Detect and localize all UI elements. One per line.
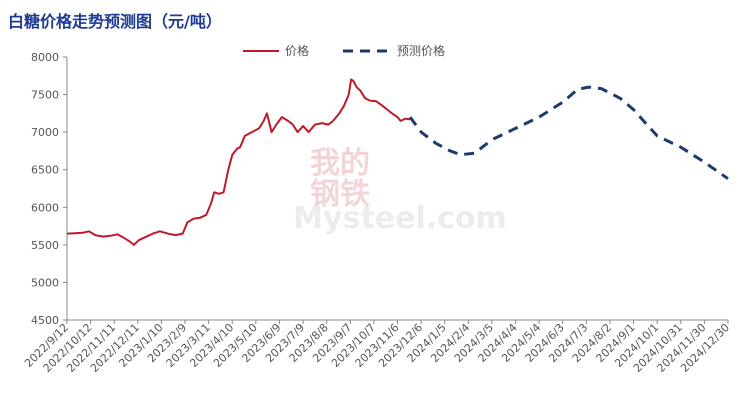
y-axis-ticks: 4500 5000 5500 6000 6500 7000 7500 8000 xyxy=(31,51,67,327)
legend-label-price: 价格 xyxy=(285,43,309,58)
y-tick-label: 7500 xyxy=(31,89,59,102)
legend: 价格 预测价格 xyxy=(243,43,445,58)
y-tick-label: 6500 xyxy=(31,164,59,177)
watermark-cn-top: 我的 xyxy=(310,146,370,181)
y-tick-label: 7000 xyxy=(31,126,59,139)
watermark-cn-bottom: 钢铁 xyxy=(310,177,370,212)
y-tick-label: 5500 xyxy=(31,239,59,252)
x-axis-ticks: 2022/9/122022/10/122022/11/112022/12/112… xyxy=(22,320,732,375)
price-line xyxy=(66,78,411,246)
watermark-brand-en: Mysteel.com xyxy=(293,201,507,236)
series-layer xyxy=(66,78,729,246)
y-tick-label: 8000 xyxy=(31,51,59,64)
legend-label-forecast: 预测价格 xyxy=(397,43,445,58)
y-tick-label: 6000 xyxy=(31,201,59,214)
y-tick-label: 5000 xyxy=(31,276,59,289)
chart-title: 白糖价格走势预测图（元/吨） xyxy=(8,12,222,31)
y-tick-label: 4500 xyxy=(31,314,59,327)
forecast-price-line xyxy=(408,85,729,180)
watermark: 我的 钢铁 Mysteel.com xyxy=(293,146,507,236)
